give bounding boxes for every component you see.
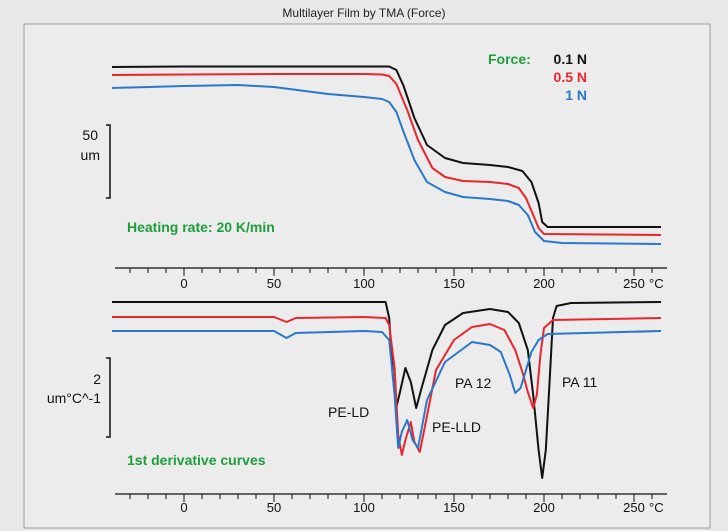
chart-title: Multilayer Film by TMA (Force) [282,6,445,20]
scale-bar-top-unit: um [81,147,100,163]
legend-heading: Force: [488,51,531,67]
tma-curves [111,65,662,245]
scale-bar-bottom-value: 2 [93,371,101,387]
tick-label-top-100: 100 [353,276,375,291]
annotation-pa-11: PA 11 [562,374,598,390]
tick-label-top-250: 250 [623,276,645,291]
annotation-pa-12: PA 12 [455,375,492,391]
tick-label-top-200: 200 [533,276,555,291]
tick-label-top-150: 150 [443,276,465,291]
tick-label-bottom-0: 0 [180,500,187,515]
scale-bar-bottom-unit: um°C^-1 [47,390,101,406]
tick-label-bottom-100: 100 [353,500,375,515]
tick-label-bottom-250: 250 [623,500,645,515]
scale-bar-top-value: 50 [82,127,98,143]
x-unit-bottom: °C [649,500,664,515]
tick-label-bottom-200: 200 [533,500,555,515]
derivative-curve-0-5-N [112,316,662,456]
x-axis-top-tick-labels: 0 50 100 150 200 250 [180,276,644,291]
heating-rate-note: Heating rate: 20 K/min [127,219,275,235]
plot-frame [23,23,711,529]
scale-bar-bottom [106,357,111,438]
x-axis-bottom-ticks [129,494,653,502]
tick-label-bottom-50: 50 [267,500,281,515]
derivative-note: 1st derivative curves [127,452,266,468]
annotation-pe-lld: PE-LLD [432,419,481,435]
derivative-curves [112,301,662,479]
tick-label-top-50: 50 [267,276,281,291]
x-axis-bottom-tick-labels: 0 50 100 150 200 250 [180,500,644,515]
x-unit-top: °C [649,276,664,291]
tick-label-bottom-150: 150 [443,500,465,515]
legend-entry-0-5n: 0.5 N [554,69,587,85]
legend-entry-0-1n: 0.1 N [554,51,587,67]
legend-entry-1n: 1 N [565,87,587,103]
tma-curve-1-N [111,84,662,245]
annotation-pe-ld: PE-LD [328,404,369,420]
tma-curve-0-1-N [111,65,661,228]
tick-label-top-0: 0 [180,276,187,291]
derivative-curve-1-N [112,330,662,449]
x-axis-top-ticks [129,268,653,276]
tma-curve-0-5-N [111,73,662,236]
scale-bar-top [106,124,111,199]
